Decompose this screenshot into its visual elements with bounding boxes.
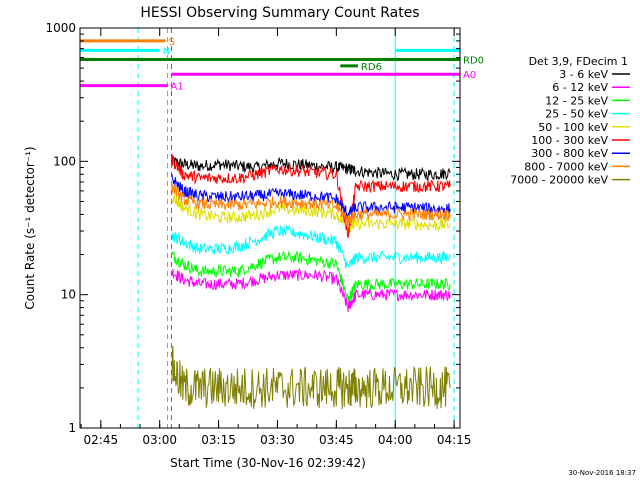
x-tick-label-2: 03:15 bbox=[201, 433, 236, 447]
legend-label-0: 3 - 6 keV bbox=[559, 68, 608, 81]
flag-label-4: RD6 bbox=[361, 62, 382, 73]
x-axis-label: Start Time (30-Nov-16 02:39:42) bbox=[170, 456, 366, 470]
legend-label-4: 50 - 100 keV bbox=[538, 121, 608, 134]
flag-label-6: A1 bbox=[171, 82, 184, 93]
series-line-4 bbox=[171, 194, 451, 233]
legend-label-5: 100 - 300 keV bbox=[531, 134, 608, 147]
y-tick-label-2: 100 bbox=[53, 154, 76, 168]
series-line-3 bbox=[171, 224, 451, 269]
series-line-7 bbox=[171, 181, 451, 226]
y-tick-label-3: 1000 bbox=[45, 21, 76, 35]
series-line-1 bbox=[171, 268, 451, 313]
y-tick-label-0: 1 bbox=[68, 421, 76, 435]
flag-label-1: N bbox=[163, 46, 170, 57]
plot-frame bbox=[79, 27, 461, 429]
legend-label-3: 25 - 50 keV bbox=[545, 108, 608, 121]
x-tick-label-6: 04:15 bbox=[437, 433, 472, 447]
flag-label-3: RD0 bbox=[463, 56, 484, 67]
series-line-0 bbox=[171, 155, 451, 182]
x-tick-label-5: 04:00 bbox=[378, 433, 413, 447]
legend-label-8: 7000 - 20000 keV bbox=[510, 174, 608, 187]
plot-area: SN RD0 RD6 A0 A1 bbox=[79, 28, 484, 428]
date-stamp: 30-Nov-2016 18:37 bbox=[568, 469, 636, 477]
legend-label-2: 12 - 25 keV bbox=[545, 94, 608, 107]
legend-label-6: 300 - 800 keV bbox=[531, 147, 608, 160]
y-tick-label-1: 10 bbox=[61, 288, 76, 302]
series-line-5 bbox=[171, 153, 451, 239]
legend-label-7: 800 - 7000 keV bbox=[524, 160, 608, 173]
series-line-6 bbox=[171, 174, 451, 220]
x-tick-label-4: 03:45 bbox=[319, 433, 354, 447]
chart-title: HESSI Observing Summary Count Rates bbox=[140, 5, 419, 21]
y-axis-label: Count Rate (s⁻¹ detector⁻¹) bbox=[23, 146, 37, 309]
x-tick-label-3: 03:30 bbox=[260, 433, 295, 447]
series-line-8 bbox=[171, 346, 451, 410]
flag-label-0: S bbox=[169, 37, 175, 48]
x-tick-label-1: 03:00 bbox=[142, 433, 177, 447]
x-tick-label-0: 02:45 bbox=[84, 433, 119, 447]
legend-title: Det 3,9, FDecim 1 bbox=[529, 55, 628, 68]
series-line-2 bbox=[171, 250, 451, 302]
axes: 02:45 03:00 03:15 03:30 03:45 04:00 04:15 1 10 10… bbox=[45, 21, 471, 447]
legend-label-1: 6 - 12 keV bbox=[552, 81, 608, 94]
flag-label-5: A0 bbox=[463, 70, 476, 81]
